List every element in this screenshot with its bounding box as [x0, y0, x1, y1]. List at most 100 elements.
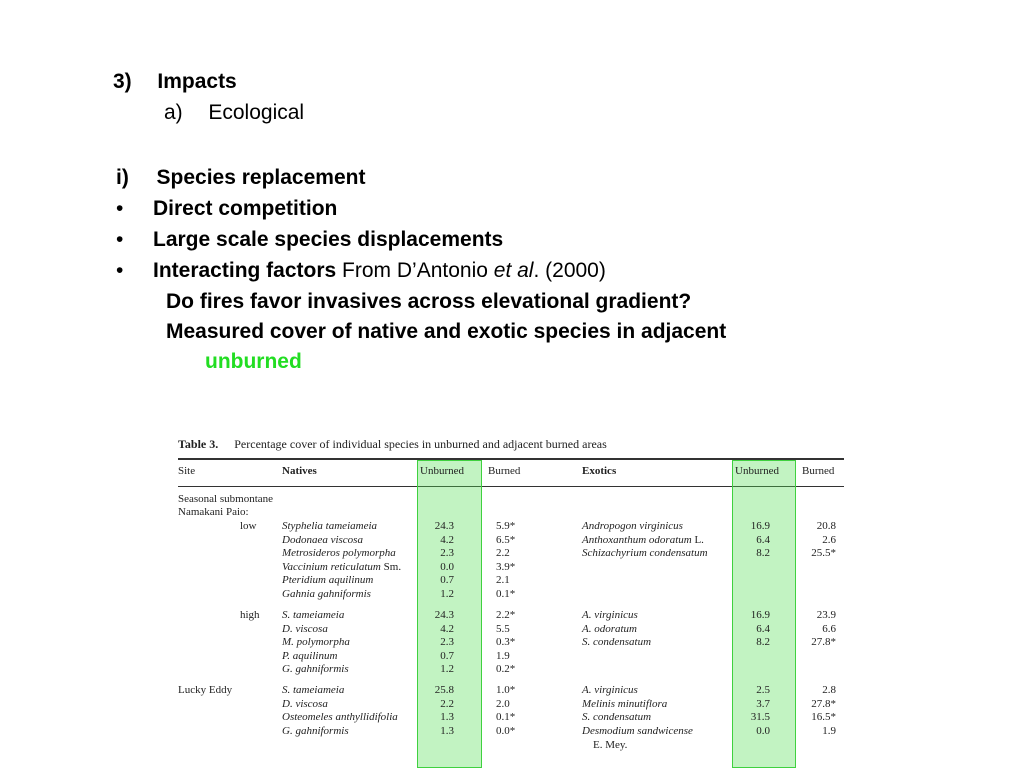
exotic-unburned-value: 16.9	[750, 609, 770, 621]
native-species-name: Styphelia tameiameia	[282, 520, 377, 532]
subsection-heading: a) Ecological	[164, 101, 304, 125]
native-unburned-value: 2.3	[440, 636, 454, 648]
native-species-name: D. viscosa	[282, 698, 328, 710]
header-unburned-exotics: Unburned	[735, 465, 779, 477]
native-unburned-value: 2.3	[440, 547, 454, 559]
native-species-name: Pteridium aquilinum	[282, 574, 373, 586]
native-unburned-value: 0.0	[440, 560, 454, 573]
exotic-species-name: A. virginicus	[582, 609, 638, 621]
native-burned-value: 0.3*	[496, 636, 516, 648]
native-species-name: M. polymorpha	[282, 636, 350, 648]
bullet-interacting: Interacting factors From D’Antonio et al…	[153, 259, 606, 283]
exotic-burned-value: 1.9	[822, 724, 836, 737]
native-species-name: Gahnia gahniformis	[282, 588, 371, 600]
exotic-burned-value: 23.9	[816, 609, 836, 621]
item-number: i)	[116, 166, 129, 189]
subsection-title: Ecological	[208, 101, 305, 124]
bullet-citation-pre: From D’Antonio	[336, 259, 494, 282]
exotic-species-name-italic: S. condensatum	[582, 711, 652, 723]
subsection-number: a)	[164, 101, 183, 124]
native-species-name-italic: Styphelia tameiameia	[282, 520, 378, 532]
exotic-species-name: Anthoxanthum odoratum L.	[582, 534, 704, 546]
native-burned-value: 0.0*	[496, 724, 516, 737]
bullet-item: •	[116, 259, 123, 283]
exotic-species-name-italic: S. condensatum	[582, 636, 652, 648]
table-caption-label: Table 3.	[178, 437, 219, 451]
exotic-species-name: A. odoratum	[582, 623, 637, 635]
site-high: high	[240, 609, 260, 621]
native-species-name: D. viscosa	[282, 623, 328, 635]
site-group: Namakani Paio:	[178, 506, 249, 518]
native-species-name: Metrosideros polymorpha	[282, 547, 396, 559]
native-species-name-italic: G. gahniformis	[282, 724, 349, 737]
exotic-species-name-italic: Melinis minutiflora	[582, 697, 668, 710]
native-species-name: P. aquilinum	[282, 650, 337, 662]
native-species-name-italic: Pteridium aquilinum	[282, 574, 374, 586]
native-species-name-italic: P. aquilinum	[282, 649, 338, 662]
bullet-text: Direct competition	[153, 197, 338, 220]
native-unburned-value: 2.2	[440, 697, 454, 710]
native-unburned-value: 25.8	[434, 684, 454, 696]
native-burned-value: 1.9	[496, 649, 510, 662]
native-species-name-italic: S. tameiameia	[282, 684, 345, 696]
item-heading: i) Species replacement	[116, 166, 365, 190]
header-site: Site	[178, 465, 196, 477]
exotic-unburned-value: 6.4	[756, 533, 770, 546]
header-natives: Natives	[282, 465, 317, 477]
bullet-marker: •	[116, 259, 124, 282]
exotic-species-name: Melinis minutiflora	[582, 698, 667, 710]
unburned-natives-highlight	[417, 460, 482, 768]
native-unburned-value: 1.2	[440, 587, 454, 600]
table-header-rule	[178, 486, 844, 487]
header-unburned-natives: Unburned	[420, 465, 464, 477]
exotic-species-name-italic: Desmodium sandwicense	[582, 724, 693, 737]
native-species-name-italic: Osteomeles anthyllidifolia	[282, 711, 398, 723]
native-burned-value: 2.2*	[496, 609, 516, 621]
exotic-species-name-italic: A. odoratum	[582, 622, 637, 635]
exotic-species-name: A. virginicus	[582, 684, 638, 696]
native-unburned-value: 0.7	[440, 649, 454, 662]
native-burned-value: 0.1*	[496, 711, 516, 723]
native-species-name-italic: D. viscosa	[282, 697, 328, 710]
native-burned-value: 1.0*	[496, 684, 516, 696]
native-species-name-italic: Dodonaea viscosa	[282, 533, 363, 546]
header-burned-natives: Burned	[488, 465, 521, 477]
bullet-item: •	[116, 228, 123, 252]
native-unburned-value: 1.3	[440, 724, 454, 737]
item-title: Species replacement	[156, 166, 366, 189]
native-species-name-italic: Metrosideros polymorpha	[282, 547, 396, 559]
native-unburned-value: 24.3	[434, 520, 454, 532]
bullet-citation-italic: et al	[493, 259, 534, 282]
species-cover-table: Table 3. Percentage cover of individual …	[178, 430, 846, 768]
native-species-name: G. gahniformis	[282, 725, 349, 737]
exotic-unburned-value: 31.5	[750, 711, 770, 723]
exotic-unburned-value: 3.7	[756, 697, 770, 710]
section-number: 3)	[113, 70, 132, 93]
native-unburned-value: 4.2	[440, 622, 454, 635]
bullet-text: Large scale species displacements	[153, 228, 504, 251]
exotic-unburned-value: 2.5	[756, 684, 770, 696]
header-exotics: Exotics	[582, 465, 617, 477]
unburned-word: unburned	[205, 350, 302, 373]
native-species-name: Vaccinium reticulatum Sm.	[282, 561, 401, 573]
exotic-species-name-authority: L.	[691, 533, 704, 546]
exotic-species-name-italic: Anthoxanthum odoratum	[582, 533, 692, 546]
bullet-marker: •	[116, 197, 124, 220]
native-species-name: Osteomeles anthyllidifolia	[282, 711, 398, 723]
exotic-species-name: S. condensatum	[582, 636, 651, 648]
exotic-burned-value: 6.6	[822, 622, 836, 635]
question-line: Do fires favor invasives across elevatio…	[166, 290, 692, 313]
exotic-burned-value: 25.5*	[811, 547, 836, 559]
exotic-unburned-value: 8.2	[756, 547, 770, 559]
native-species-name-italic: Vaccinium reticulatum	[282, 560, 381, 573]
exotic-unburned-value: 8.2	[756, 636, 770, 648]
site-group: Seasonal submontane	[178, 493, 274, 505]
exotic-species-name-italic: Schizachyrium condensatum	[582, 547, 708, 559]
exotic-burned-value: 27.8*	[811, 636, 836, 648]
native-species-name-italic: S. tameiameia	[282, 609, 345, 621]
table-caption-text: Percentage cover of individual species i…	[234, 437, 607, 451]
exotic-unburned-value: 6.4	[756, 622, 770, 635]
measured-line: Measured cover of native and exotic spec…	[166, 320, 727, 343]
section-heading: 3) Impacts	[113, 70, 237, 94]
exotic-burned-value: 16.5*	[811, 711, 836, 723]
